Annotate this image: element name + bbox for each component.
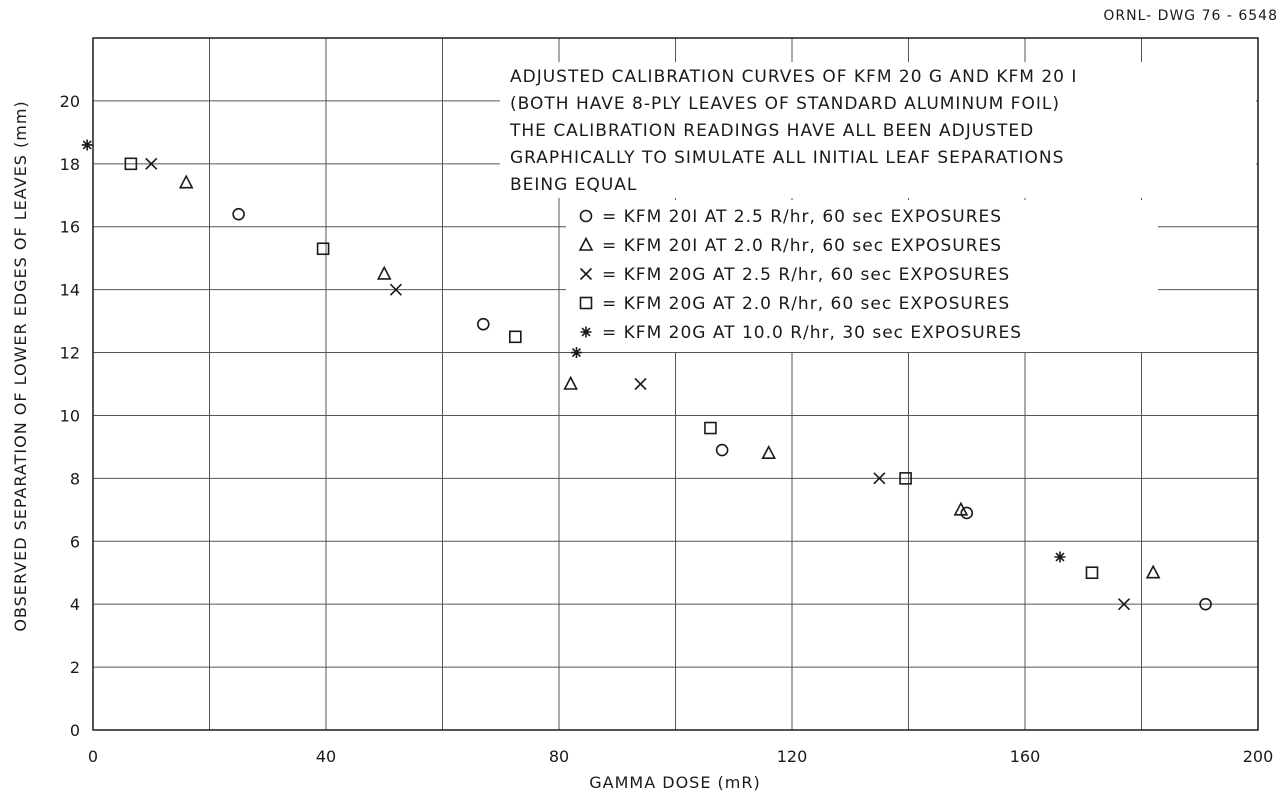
legend-marker-square — [579, 296, 593, 310]
annotation-line-4: GRAPHICALLY TO SIMULATE ALL INITIAL LEAF… — [510, 148, 1064, 168]
y-tick-label: 2 — [70, 658, 80, 677]
y-tick-label: 12 — [60, 344, 80, 363]
data-point-x — [389, 283, 402, 296]
data-point-x — [145, 157, 158, 170]
data-point-star — [81, 139, 93, 151]
data-point-triangle — [563, 375, 578, 390]
y-tick-label: 18 — [60, 155, 80, 174]
annotation-line-2: (BOTH HAVE 8-PLY LEAVES OF STANDARD ALUM… — [510, 94, 1060, 114]
y-tick-label: 14 — [60, 281, 80, 300]
y-tick-label: 0 — [70, 721, 80, 740]
data-point-x — [1117, 598, 1131, 611]
data-points — [81, 139, 1212, 611]
legend-label: = KFM 20I AT 2.5 R/hr, 60 sec EXPOSURES — [602, 207, 1002, 227]
data-point-triangle — [953, 501, 969, 516]
data-point-triangle — [1145, 564, 1161, 579]
y-axis-label: OBSERVED SEPARATION OF LOWER EDGES OF LE… — [11, 100, 30, 631]
data-point-triangle — [376, 265, 392, 280]
legend-label: = KFM 20G AT 10.0 R/hr, 30 sec EXPOSURES — [602, 323, 1022, 343]
data-point-circle — [715, 443, 729, 457]
data-point-square — [899, 472, 912, 485]
annotation-line-3: THE CALIBRATION READINGS HAVE ALL BEEN A… — [509, 121, 1034, 141]
data-point-x — [873, 472, 886, 485]
data-point-x — [634, 377, 647, 391]
data-point-star — [570, 347, 582, 359]
legend-marker-x — [579, 267, 593, 281]
annotation-block: ADJUSTED CALIBRATION CURVES OF KFM 20 G … — [509, 67, 1077, 195]
data-point-triangle — [761, 444, 777, 460]
y-tick-label: 16 — [60, 218, 80, 237]
gridlines — [93, 38, 1258, 730]
y-tick-label: 6 — [70, 532, 80, 551]
legend-label: = KFM 20I AT 2.0 R/hr, 60 sec EXPOSURES — [602, 236, 1002, 256]
tick-labels: 0 40 80 120 160 200 0 2 4 6 8 10 12 14 16 18 20 — [60, 92, 1274, 766]
y-tick-label: 8 — [70, 469, 80, 488]
y-tick-label: 20 — [60, 92, 80, 111]
annotation-background — [500, 62, 1256, 352]
x-tick-label: 0 — [88, 747, 98, 766]
legend-marker-triangle — [578, 236, 594, 251]
legend-marker-circle — [579, 209, 593, 223]
data-point-square — [509, 330, 522, 344]
data-point-square — [124, 157, 138, 171]
x-tick-label: 120 — [777, 747, 808, 766]
y-tick-label: 10 — [60, 406, 80, 425]
data-point-square — [1085, 566, 1099, 580]
annotation-mask — [500, 62, 1256, 198]
data-point-circle — [476, 317, 490, 331]
y-tick-label: 4 — [70, 595, 80, 614]
legend-label: = KFM 20G AT 2.0 R/hr, 60 sec EXPOSURES — [602, 294, 1010, 314]
drawing-number: ORNL- DWG 76 - 6548 — [1103, 8, 1278, 24]
annotation-line-1: ADJUSTED CALIBRATION CURVES OF KFM 20 G … — [510, 67, 1077, 87]
x-tick-label: 200 — [1243, 747, 1274, 766]
legend-label: = KFM 20G AT 2.5 R/hr, 60 sec EXPOSURES — [602, 265, 1010, 285]
data-point-circle — [1199, 597, 1212, 611]
x-tick-label: 80 — [549, 747, 569, 766]
annotation-line-5: BEING EQUAL — [510, 175, 637, 195]
legend-marker-star — [580, 326, 592, 338]
plot-frame — [92, 37, 1259, 731]
legend-mask — [566, 200, 1158, 352]
data-point-square — [316, 242, 330, 256]
x-axis-label: GAMMA DOSE (mR) — [589, 773, 760, 792]
data-point-circle — [960, 506, 974, 520]
x-tick-label: 40 — [316, 747, 336, 766]
legend: = KFM 20I AT 2.5 R/hr, 60 sec EXPOSURES =… — [578, 207, 1022, 343]
data-point-star — [1054, 551, 1066, 563]
data-point-triangle — [178, 174, 194, 189]
data-point-square — [704, 421, 717, 435]
data-point-circle — [232, 207, 245, 221]
x-tick-label: 160 — [1010, 747, 1041, 766]
